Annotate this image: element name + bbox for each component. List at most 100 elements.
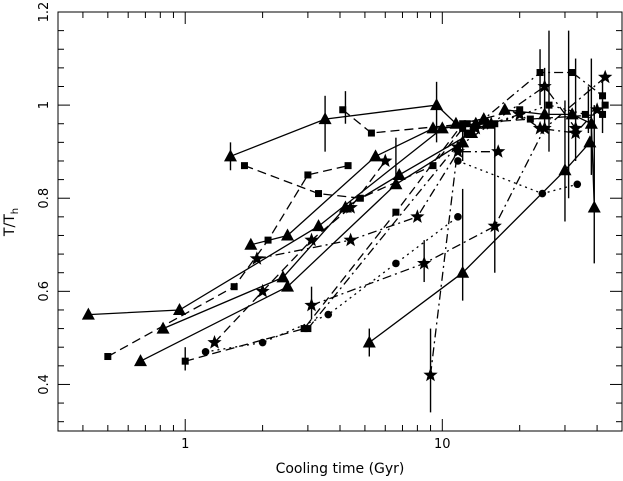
triangle-marker — [389, 177, 403, 190]
square-marker — [339, 106, 347, 114]
y-tick-label: 0.6 — [37, 281, 52, 302]
circle-marker — [454, 157, 462, 165]
square-marker — [526, 115, 534, 123]
series-markers — [81, 69, 613, 382]
circle-marker — [258, 338, 267, 347]
triangle-marker — [426, 121, 440, 134]
series-line — [185, 109, 520, 362]
triangle-marker — [276, 270, 290, 283]
y-axis-label-subscript: h — [10, 208, 21, 214]
circle-marker — [454, 213, 462, 221]
square-marker — [356, 194, 364, 202]
star-marker — [304, 297, 319, 312]
square-marker — [315, 190, 323, 198]
star-marker — [487, 218, 502, 233]
square-marker — [599, 110, 607, 118]
star-marker — [537, 79, 552, 93]
triangle-marker — [456, 265, 470, 278]
triangle-marker — [369, 149, 383, 162]
star-marker — [410, 209, 425, 223]
triangle-marker — [156, 321, 170, 334]
star-marker — [378, 153, 393, 167]
square-marker — [181, 357, 189, 365]
triangle-marker — [281, 279, 295, 292]
triangle-marker — [223, 149, 237, 162]
square-marker — [463, 120, 471, 128]
y-tick-label: 1.2 — [37, 2, 52, 23]
square-marker — [367, 129, 375, 137]
star-marker — [207, 335, 222, 349]
series-line — [244, 127, 464, 199]
triangle-marker — [498, 102, 512, 115]
circle-marker — [573, 180, 582, 189]
star-marker — [450, 144, 465, 158]
series-line — [457, 160, 578, 195]
triangle-marker — [392, 167, 406, 180]
star-marker — [249, 251, 264, 265]
triangle-marker — [558, 163, 572, 176]
star-marker — [590, 102, 605, 116]
y-axis-label-main: T/T — [2, 214, 18, 237]
square-marker — [304, 325, 312, 333]
star-marker — [417, 255, 432, 270]
triangle-marker — [362, 335, 376, 348]
triangle-marker — [134, 354, 148, 367]
star-marker — [491, 144, 506, 158]
circle-marker — [324, 310, 333, 319]
star-marker — [512, 106, 527, 121]
square-marker — [304, 171, 312, 179]
triangle-marker — [244, 237, 258, 250]
x-axis-label: Cooling time (Gyr) — [276, 461, 405, 477]
y-tick-label: 0.8 — [37, 188, 52, 209]
triangle-marker — [430, 98, 444, 111]
star-marker — [343, 232, 358, 247]
series-line — [214, 160, 386, 343]
star-marker — [343, 200, 358, 214]
square-marker — [545, 101, 553, 109]
triangle-marker — [318, 112, 332, 125]
star-marker — [450, 139, 465, 154]
square-marker — [104, 353, 112, 361]
square-marker — [344, 162, 352, 170]
square-marker — [536, 69, 544, 77]
triangle-marker — [565, 107, 579, 120]
square-marker — [581, 110, 589, 118]
square-marker — [463, 129, 471, 137]
circle-marker — [201, 348, 210, 356]
error-bars — [184, 30, 604, 413]
star-marker — [255, 283, 270, 298]
triangle-marker — [281, 228, 295, 241]
square-marker — [459, 120, 467, 128]
triangle-marker — [435, 121, 449, 134]
square-marker — [601, 101, 609, 109]
square-marker — [230, 283, 238, 291]
square-marker — [429, 162, 437, 170]
series-line — [368, 141, 591, 344]
triangle-marker — [584, 116, 598, 129]
triangle-marker — [538, 107, 552, 120]
square-marker — [264, 236, 272, 244]
axis-ticks: 1 10 0.4 0.6 0.8 1 1.2 — [37, 2, 622, 452]
series-line — [205, 216, 459, 353]
square-marker — [599, 92, 607, 100]
triangle-marker — [172, 302, 186, 315]
star-marker — [423, 367, 438, 382]
star-marker — [568, 125, 583, 140]
square-marker — [392, 208, 400, 216]
series-line — [311, 76, 606, 306]
triangle-marker — [583, 135, 597, 148]
x-tick-label: 1 — [181, 437, 189, 452]
star-marker — [598, 69, 613, 84]
square-marker — [300, 325, 308, 333]
star-marker — [304, 232, 319, 247]
star-marker — [468, 120, 483, 135]
y-tick-label: 0.4 — [37, 374, 52, 395]
triangle-marker — [81, 307, 95, 320]
circle-marker — [392, 259, 400, 268]
triangle-marker — [312, 219, 326, 232]
square-marker — [568, 69, 576, 77]
triangle-marker — [587, 200, 601, 213]
y-axis-label: T/Th — [2, 208, 21, 237]
